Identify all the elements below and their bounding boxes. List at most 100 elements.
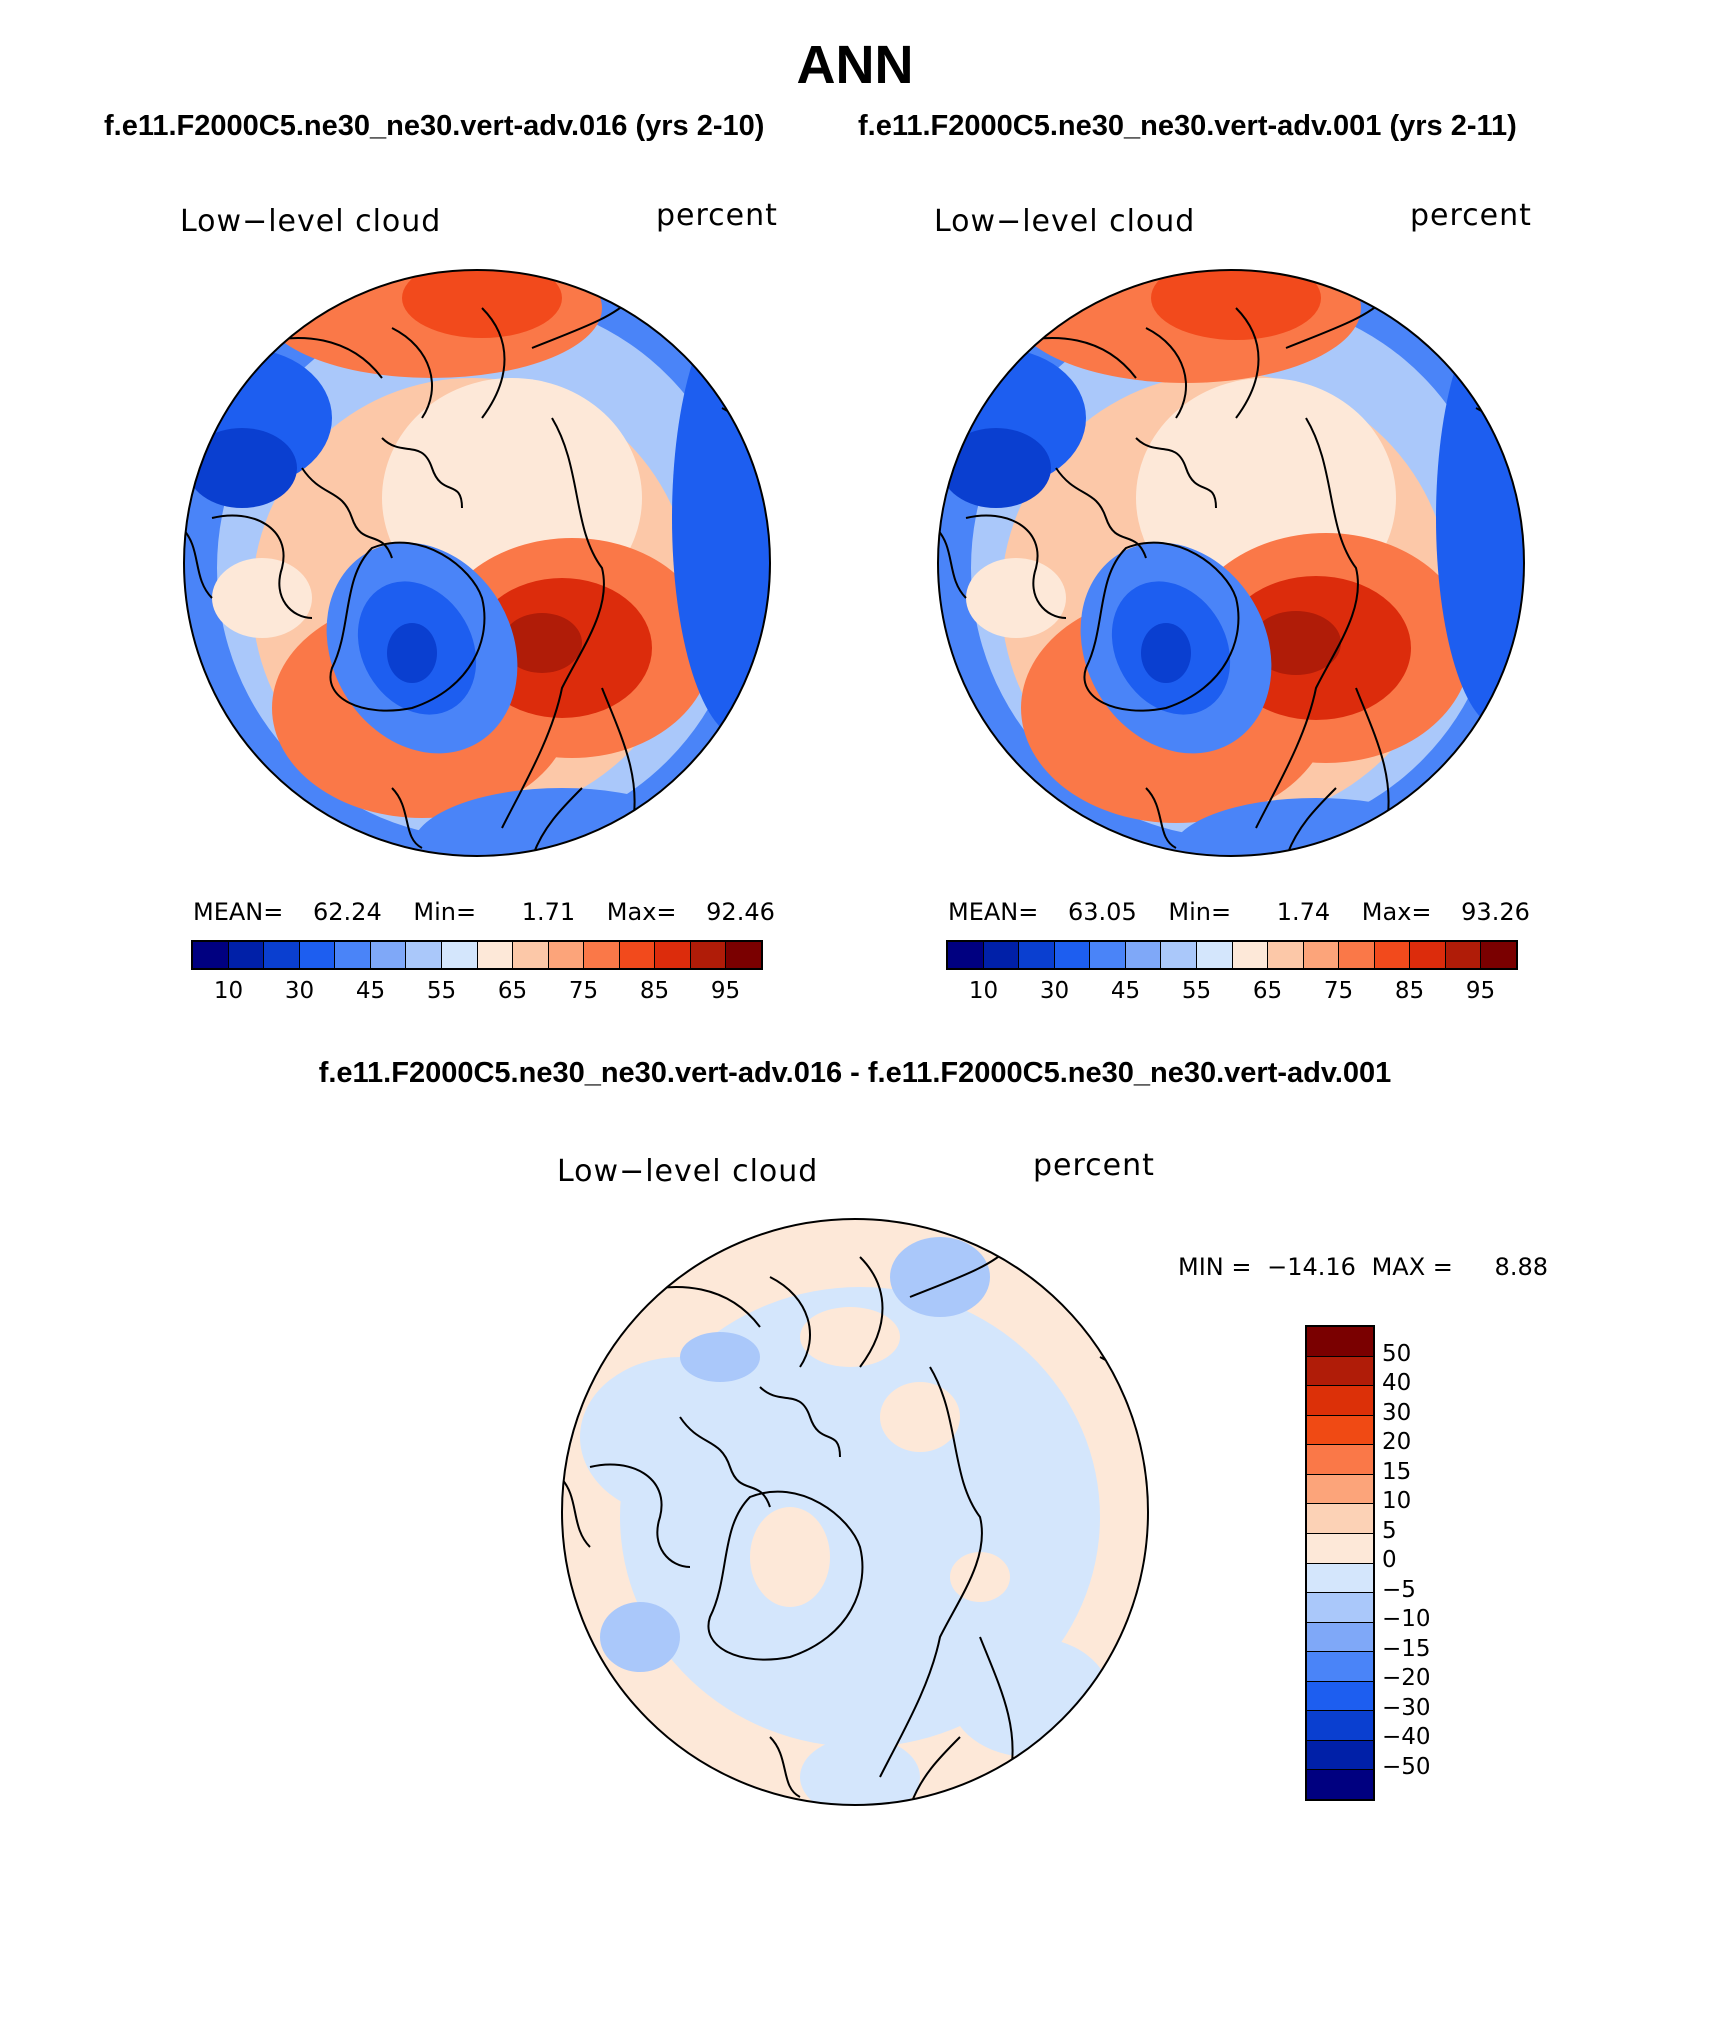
- diff-colorbar-tick: 10: [1382, 1488, 1412, 1514]
- right-colorbar-tick: 85: [1394, 978, 1425, 1004]
- right-max-label: Max=: [1361, 898, 1432, 926]
- left-colorbar-cell: [264, 942, 300, 968]
- right-colorbar-cell: [1161, 942, 1197, 968]
- left-colorbar-tick: 65: [497, 978, 528, 1004]
- diff-colorbar-cell: [1307, 1740, 1373, 1771]
- diff-colorbar-cell: [1307, 1474, 1373, 1505]
- right-variable-label: Low−level cloud: [934, 204, 1196, 239]
- left-colorbar-cell: [619, 942, 656, 968]
- left-colorbar-cell: [477, 942, 514, 968]
- diff-colorbar-tick: 0: [1382, 1547, 1397, 1573]
- diff-min-value: −14.16: [1267, 1253, 1356, 1281]
- left-colorbar-tick: 10: [213, 978, 244, 1004]
- left-colorbar-cell: [193, 942, 229, 968]
- diff-max-value: 8.88: [1494, 1253, 1548, 1281]
- right-colorbar-cell: [948, 942, 984, 968]
- right-stats: MEAN= 63.05 Min= 1.74 Max= 93.26: [948, 898, 1530, 926]
- left-colorbar-cell: [513, 942, 549, 968]
- right-colorbar-cell: [1410, 942, 1446, 968]
- left-colorbar-cell: [228, 942, 265, 968]
- diff-colorbar-tick: 50: [1382, 1340, 1412, 1367]
- diff-colorbar-tick: −50: [1382, 1753, 1431, 1780]
- diff-colorbar-tick: −40: [1382, 1724, 1431, 1750]
- diff-variable-label: Low−level cloud: [557, 1154, 819, 1189]
- right-colorbar-cell: [1303, 942, 1340, 968]
- left-units-label: percent: [656, 198, 778, 233]
- right-colorbar-cell: [1090, 942, 1126, 968]
- left-max-value: 92.46: [706, 898, 775, 926]
- diff-colorbar-cell: [1307, 1356, 1373, 1387]
- left-max-label: Max=: [606, 898, 677, 926]
- left-colorbar-cell: [335, 942, 371, 968]
- diff-colorbar-tick: 5: [1382, 1517, 1397, 1544]
- right-colorbar-cell: [1196, 942, 1233, 968]
- left-colorbar-tick: 95: [710, 978, 741, 1004]
- diff-colorbar-cell: [1307, 1593, 1373, 1623]
- diff-colorbar-tick: −15: [1382, 1635, 1431, 1662]
- left-min-value: 1.71: [521, 898, 576, 926]
- diff-colorbar-cell: [1307, 1681, 1373, 1712]
- left-colorbar-tick: 85: [639, 978, 670, 1004]
- right-min-value: 1.74: [1276, 898, 1331, 926]
- right-colorbar-cell: [1054, 942, 1091, 968]
- left-colorbar-tick: 55: [426, 978, 457, 1004]
- diff-colorbar-tick: 40: [1382, 1370, 1412, 1396]
- diff-colorbar-cell: [1307, 1711, 1373, 1741]
- right-colorbar-tick: 65: [1252, 978, 1283, 1004]
- diff-colorbar-tick: −10: [1382, 1606, 1431, 1632]
- left-stats: MEAN= 62.24 Min= 1.71 Max= 92.46: [193, 898, 775, 926]
- diff-max-label: MAX =: [1371, 1253, 1453, 1281]
- left-colorbar-cell: [655, 942, 691, 968]
- right-colorbar-tick: 30: [1039, 978, 1070, 1004]
- right-mean-label: MEAN=: [948, 898, 1039, 926]
- right-colorbar-tick: 75: [1323, 978, 1354, 1004]
- diff-colorbar: [1305, 1325, 1375, 1801]
- left-colorbar-cell: [584, 942, 620, 968]
- diff-colorbar-cell: [1307, 1504, 1373, 1534]
- diff-colorbar-tick: −30: [1382, 1694, 1431, 1721]
- diff-colorbar-tick: 30: [1382, 1399, 1412, 1426]
- figure-title: ANN: [796, 35, 914, 95]
- right-colorbar-cell: [1445, 942, 1482, 968]
- diff-colorbar-cell: [1307, 1563, 1373, 1594]
- left-colorbar-tick: 45: [355, 978, 386, 1004]
- left-colorbar-tick: 30: [284, 978, 315, 1004]
- left-variable-label: Low−level cloud: [180, 204, 442, 239]
- left-colorbar-cell: [441, 942, 478, 968]
- diff-colorbar-tick: −20: [1382, 1665, 1431, 1691]
- right-colorbar-cell: [1232, 942, 1269, 968]
- right-colorbar-cell: [1019, 942, 1055, 968]
- right-case-title: f.e11.F2000C5.ne30_ne30.vert-adv.001 (yr…: [858, 110, 1517, 142]
- right-colorbar-cell: [1374, 942, 1411, 968]
- right-units-label: percent: [1410, 198, 1532, 233]
- diff-colorbar-tick: −5: [1382, 1576, 1416, 1603]
- diff-min-label: MIN =: [1178, 1253, 1252, 1281]
- diff-stats: MIN = −14.16 MAX = 8.88: [1178, 1253, 1548, 1281]
- right-colorbar-cell: [1481, 942, 1516, 968]
- diff-colorbar-cell: [1307, 1622, 1373, 1653]
- left-colorbar-cell: [299, 942, 336, 968]
- left-colorbar-cell: [690, 942, 727, 968]
- right-colorbar: [946, 940, 1518, 970]
- left-min-label: Min=: [413, 898, 477, 926]
- right-colorbar-tick: 45: [1110, 978, 1141, 1004]
- diff-colorbar-cell: [1307, 1386, 1373, 1416]
- left-colorbar: [191, 940, 763, 970]
- right-colorbar-tick: 55: [1181, 978, 1212, 1004]
- left-case-title: f.e11.F2000C5.ne30_ne30.vert-adv.016 (yr…: [104, 110, 765, 142]
- diff-colorbar-cell: [1307, 1770, 1373, 1799]
- diff-colorbar-tick: 15: [1382, 1458, 1412, 1485]
- left-colorbar-tick: 75: [568, 978, 599, 1004]
- diff-colorbar-cell: [1307, 1415, 1373, 1446]
- diff-polar-map: [561, 1218, 1149, 1806]
- right-colorbar-cell: [983, 942, 1020, 968]
- diff-colorbar-tick: 20: [1382, 1429, 1412, 1455]
- left-colorbar-cell: [726, 942, 761, 968]
- diff-colorbar-cell: [1307, 1652, 1373, 1682]
- left-mean-value: 62.24: [313, 898, 382, 926]
- right-colorbar-cell: [1268, 942, 1304, 968]
- diff-colorbar-cell: [1307, 1445, 1373, 1475]
- right-colorbar-cell: [1339, 942, 1375, 968]
- diff-units-label: percent: [1033, 1148, 1155, 1183]
- diff-colorbar-cell: [1307, 1327, 1373, 1357]
